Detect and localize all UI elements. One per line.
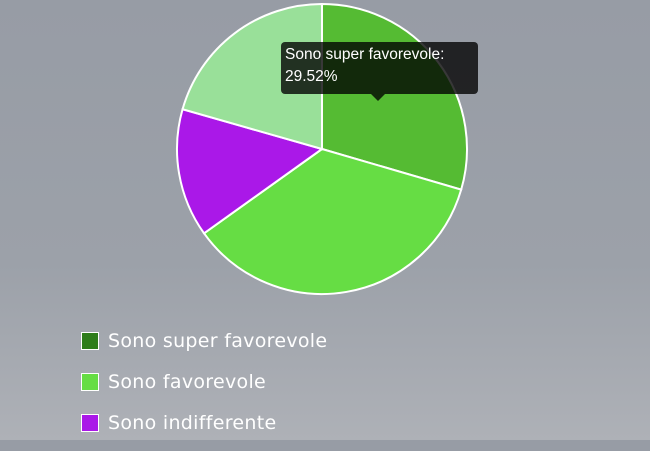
- legend: Sono super favorevole Sono favorevole So…: [81, 328, 327, 451]
- legend-item-favorevole[interactable]: Sono favorevole: [81, 369, 327, 394]
- pie-slice-3[interactable]: [181, 2, 323, 151]
- legend-label: Sono super favorevole: [108, 329, 328, 352]
- legend-swatch: [81, 331, 99, 350]
- legend-swatch: [81, 372, 99, 391]
- legend-swatch: [81, 413, 99, 432]
- tooltip: Sono super favorevole: 29.52%: [281, 42, 478, 101]
- pie-slice-2[interactable]: [176, 108, 325, 235]
- legend-item-indifferente[interactable]: Sono indifferente: [81, 410, 327, 435]
- legend-label: Sono favorevole: [108, 370, 267, 393]
- legend-label: Sono indifferente: [108, 411, 277, 434]
- tooltip-label: Sono super favorevole:: [285, 46, 445, 63]
- tooltip-value: 29.52%: [285, 68, 338, 85]
- pie-slice-1[interactable]: [202, 147, 463, 296]
- legend-item-super-favorevole[interactable]: Sono super favorevole: [81, 328, 327, 353]
